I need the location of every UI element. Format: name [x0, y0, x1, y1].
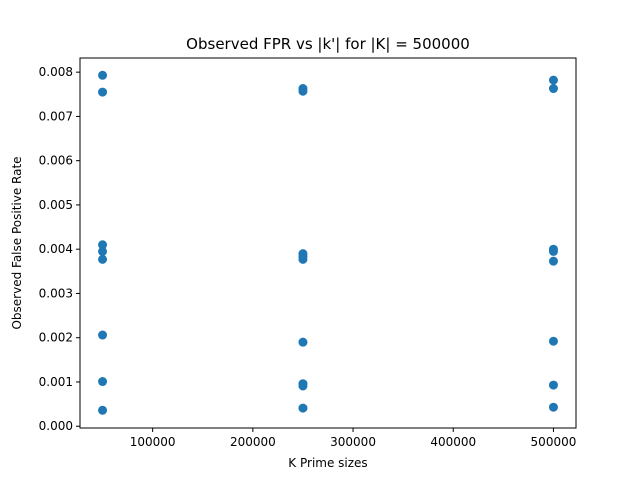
data-point	[298, 86, 308, 96]
data-point	[298, 403, 308, 413]
data-point	[98, 240, 108, 250]
data-point	[98, 377, 108, 387]
plot-frame	[79, 57, 577, 429]
y-tick-label: 0.006	[39, 154, 73, 168]
data-point	[298, 337, 308, 347]
data-point	[98, 330, 108, 340]
y-tick-label: 0.007	[39, 109, 73, 123]
data-point	[298, 381, 308, 391]
y-tick-label: 0.004	[39, 242, 73, 256]
y-tick-label: 0.003	[39, 286, 73, 300]
data-point	[548, 380, 558, 390]
data-point	[98, 87, 108, 97]
data-point	[548, 75, 558, 85]
data-point	[98, 246, 108, 256]
x-tick-label: 500000	[531, 435, 577, 449]
data-point	[548, 402, 558, 412]
x-tick-label: 200000	[230, 435, 276, 449]
data-point	[298, 254, 308, 264]
y-tick-label: 0.008	[39, 65, 73, 79]
y-tick-label: 0.005	[39, 198, 73, 212]
data-point	[548, 256, 558, 266]
x-tick-label: 100000	[130, 435, 176, 449]
y-tick-label: 0.001	[39, 375, 73, 389]
chart-title: Observed FPR vs |k'| for |K| = 500000	[186, 35, 470, 53]
data-point	[98, 254, 108, 264]
data-points	[98, 70, 558, 415]
x-tick-label: 300000	[330, 435, 376, 449]
x-tick-label: 400000	[430, 435, 476, 449]
data-point	[98, 70, 108, 80]
y-tick-label: 0.002	[39, 331, 73, 345]
data-point	[548, 84, 558, 94]
axis-ticks: 100000 200000 300000 400000 500000 0.000 0.001…	[39, 65, 577, 449]
x-axis-label: K Prime sizes	[288, 456, 367, 470]
data-point	[98, 405, 108, 415]
data-point	[548, 246, 558, 256]
y-axis-label: Observed False Positive Rate	[10, 156, 24, 329]
data-point	[548, 336, 558, 346]
y-tick-label: 0.000	[39, 419, 73, 433]
